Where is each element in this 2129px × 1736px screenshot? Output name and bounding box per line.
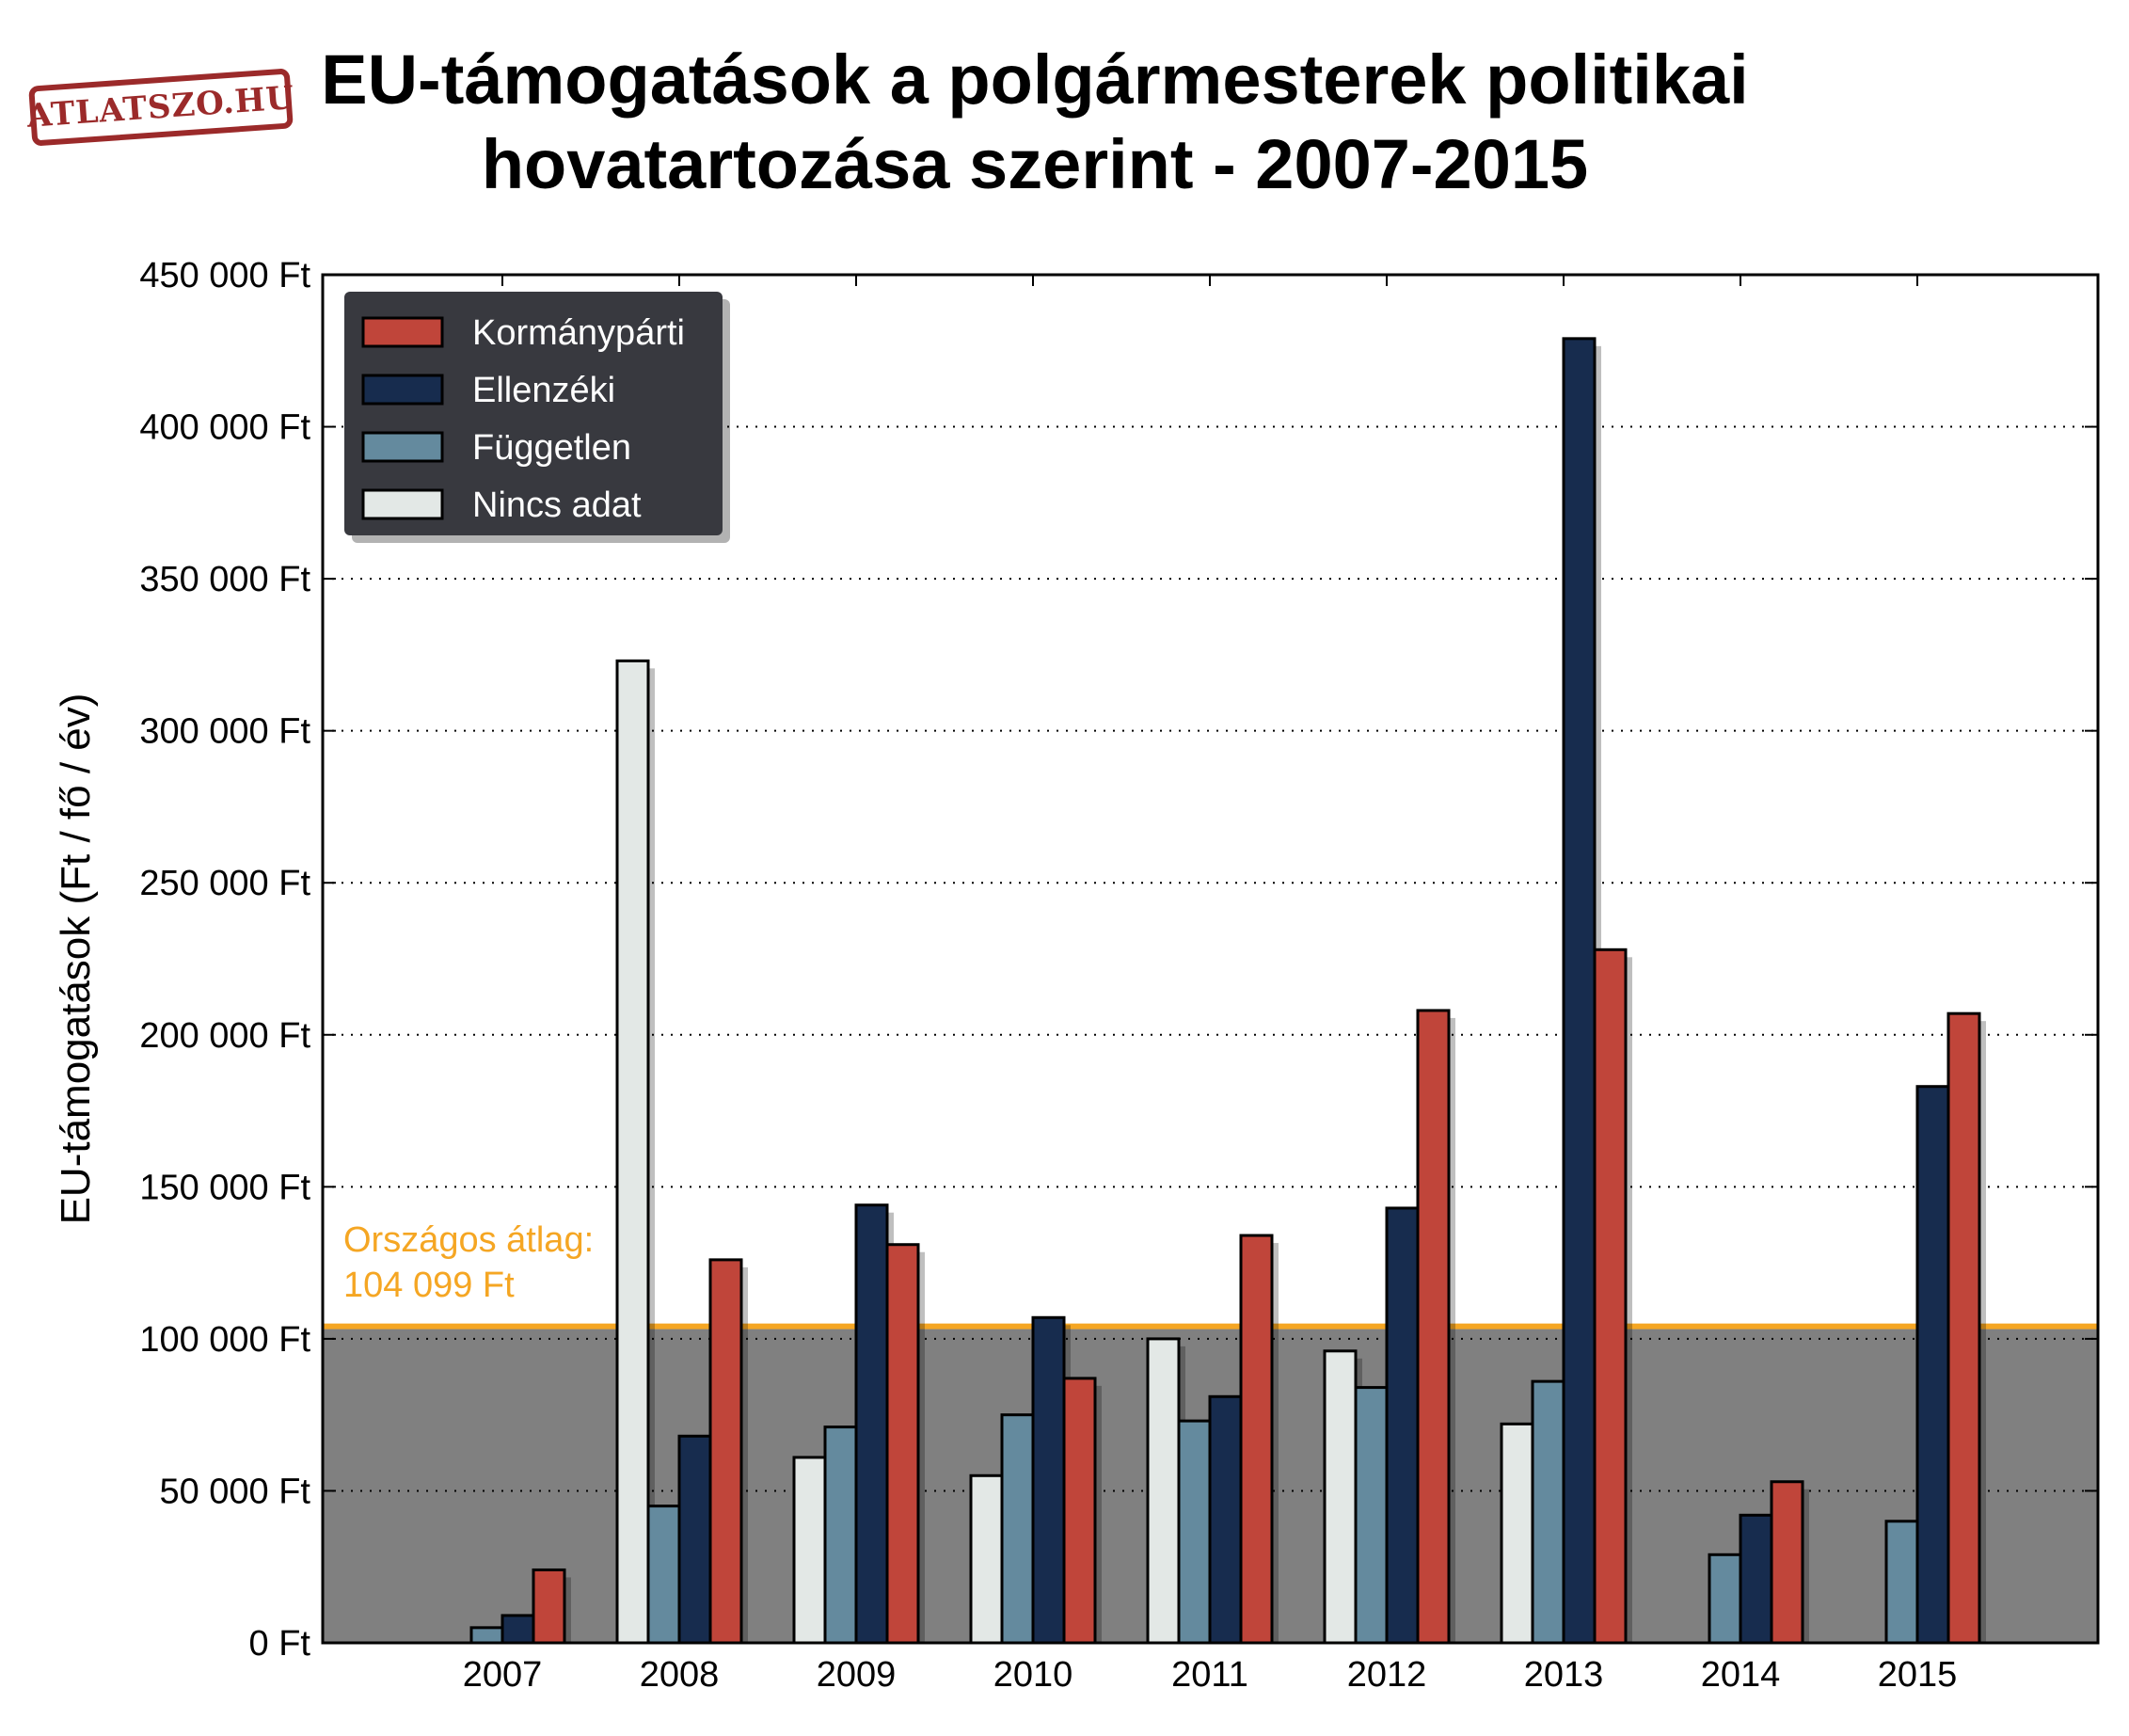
bar (1385, 1206, 1420, 1645)
bar (1208, 1394, 1243, 1645)
legend-entry-label: Nincs adat (472, 486, 642, 525)
y-axis-label: EU-támogatások (Ft / fő / év) (53, 693, 99, 1225)
x-tick-label: 2015 (1878, 1655, 1958, 1695)
bar (615, 659, 650, 1645)
y-tick-label: 450 000 Ft (139, 256, 310, 295)
legend-entry-label: Kormánypárti (472, 313, 685, 353)
x-tick-label: 2012 (1347, 1655, 1427, 1695)
y-tick-label: 200 000 Ft (139, 1016, 310, 1056)
legend-swatch (361, 374, 444, 406)
bar (1531, 1379, 1565, 1645)
bar (1031, 1315, 1066, 1645)
bar (1708, 1553, 1742, 1645)
bar (1593, 948, 1628, 1645)
y-tick-label: 300 000 Ft (139, 712, 310, 752)
bar (1146, 1337, 1181, 1645)
average-label: Országos átlag: (343, 1220, 594, 1260)
x-tick-label: 2008 (640, 1655, 720, 1695)
y-tick-label: 250 000 Ft (139, 864, 310, 903)
chart-title-line-1: EU-támogatások a polgármesterek politika… (321, 40, 1749, 119)
x-tick-label: 2011 (1171, 1655, 1248, 1695)
bar (708, 1258, 743, 1645)
bar (1500, 1422, 1534, 1645)
bar (500, 1614, 535, 1645)
bar (1416, 1009, 1451, 1645)
bar (1062, 1377, 1097, 1645)
bar (1739, 1513, 1773, 1645)
bar (885, 1243, 920, 1645)
y-tick-label: 50 000 Ft (159, 1472, 310, 1511)
plot-frame (321, 273, 2100, 1645)
x-tick-label: 2009 (817, 1655, 897, 1695)
bar (1177, 1419, 1212, 1645)
bar (1946, 1011, 1981, 1645)
x-tick-label: 2014 (1701, 1655, 1781, 1695)
y-tick-label: 350 000 Ft (139, 560, 310, 599)
legend-box (344, 292, 723, 535)
y-tick-label: 400 000 Ft (139, 408, 310, 448)
bar (532, 1568, 566, 1645)
bar (646, 1505, 681, 1645)
x-tick-label: 2010 (993, 1655, 1073, 1695)
bar (1562, 337, 1597, 1645)
legend-entry-label: Független (472, 428, 631, 468)
bar (823, 1425, 858, 1645)
chart-title-line-2: hovatartozása szerint - 2007-2015 (481, 125, 1589, 203)
legend-swatch (361, 316, 444, 348)
bar (1323, 1349, 1358, 1645)
bar (1239, 1234, 1274, 1645)
bar (969, 1473, 1004, 1645)
bar (1000, 1413, 1035, 1645)
chart-title: EU-támogatások a polgármesterek politika… (282, 38, 1787, 207)
y-tick-label: 150 000 Ft (139, 1168, 310, 1207)
bar (1354, 1386, 1389, 1645)
bar (854, 1203, 889, 1645)
bar (1915, 1085, 1950, 1645)
average-value-label: 104 099 Ft (343, 1266, 515, 1305)
bar (1770, 1480, 1804, 1645)
legend-swatch (361, 488, 444, 520)
legend-entry-label: Ellenzéki (472, 371, 615, 410)
x-tick-label: 2007 (463, 1655, 543, 1695)
bar (1884, 1520, 1919, 1645)
legend-swatch (361, 431, 444, 463)
x-tick-label: 2013 (1524, 1655, 1604, 1695)
y-tick-label: 0 Ft (249, 1624, 311, 1664)
y-tick-label: 100 000 Ft (139, 1320, 310, 1360)
bar (792, 1456, 827, 1645)
bar (677, 1434, 712, 1645)
bar (469, 1626, 504, 1645)
